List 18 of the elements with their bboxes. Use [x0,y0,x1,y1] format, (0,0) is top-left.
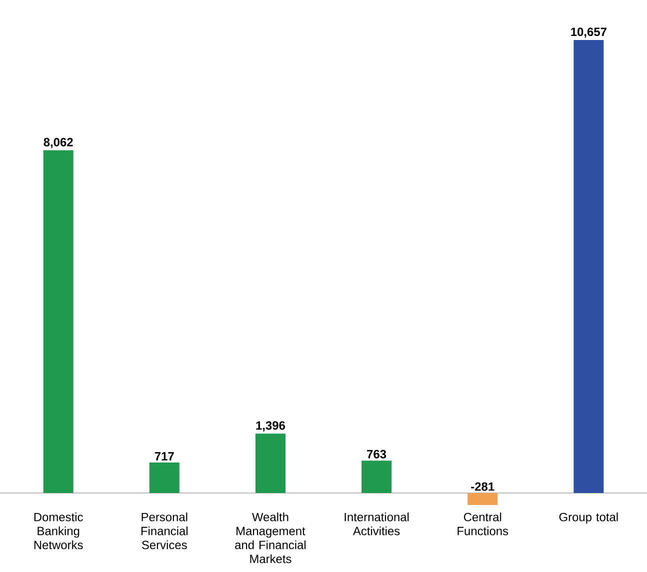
bar [149,462,180,493]
data-label: -281 [471,482,494,491]
bar [362,460,392,493]
data-label: 1,396 [256,421,285,432]
bar [468,493,498,505]
data-label: 763 [367,450,386,458]
bar [574,40,604,493]
data-label: 717 [154,452,174,460]
bar [255,434,286,493]
bar [43,150,74,493]
x-tick-label: Domestic Banking Networks [34,512,83,550]
x-tick-label: Group total [559,512,618,524]
data-label: 10,657 [571,28,606,38]
x-tick-label: Personal Financial Services [141,512,188,550]
x-tick-label: International Activities [344,512,409,536]
data-label: 8,062 [44,138,73,148]
x-tick-label: Wealth Management and Financial Markets [235,512,306,564]
x-tick-label: Central Functions [458,512,508,536]
